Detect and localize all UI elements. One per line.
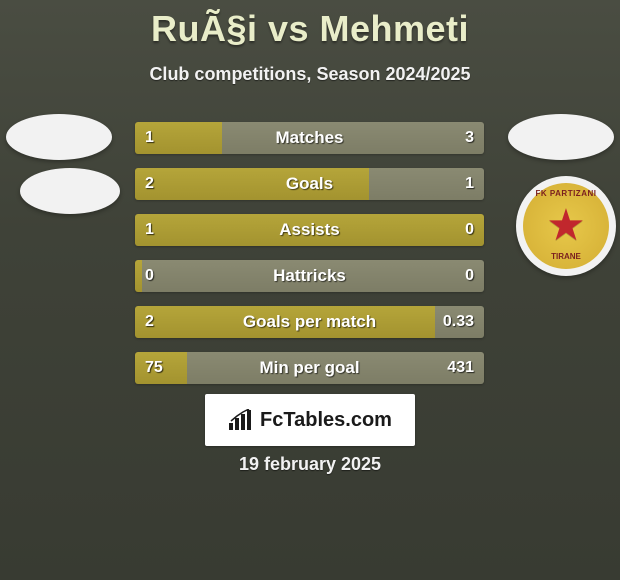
- stat-row: Goals21: [135, 168, 484, 200]
- avatar-player-left: [6, 114, 112, 160]
- bar-value-right: 431: [447, 352, 474, 384]
- bar-fill-right: [187, 352, 484, 384]
- stat-bars: Matches13Goals21Assists10Hattricks00Goal…: [135, 122, 484, 398]
- bar-value-left: 2: [145, 306, 154, 338]
- bar-fill-left: [135, 260, 142, 292]
- bar-value-right: 0: [465, 260, 474, 292]
- bar-value-right: 3: [465, 122, 474, 154]
- bar-fill-left: [135, 214, 484, 246]
- bar-value-left: 2: [145, 168, 154, 200]
- stat-row: Hattricks00: [135, 260, 484, 292]
- bar-value-left: 0: [145, 260, 154, 292]
- stat-row: Matches13: [135, 122, 484, 154]
- avatar-player-right: [508, 114, 614, 160]
- bar-fill-left: [135, 306, 435, 338]
- badge-text-bottom: TIRANE: [551, 252, 581, 261]
- badge-text-top: FK PARTIZANI: [536, 189, 597, 198]
- bar-value-left: 1: [145, 122, 154, 154]
- branding-text: FcTables.com: [260, 409, 392, 432]
- stat-row: Assists10: [135, 214, 484, 246]
- bar-value-right: 0.33: [443, 306, 474, 338]
- badge-player-right: FK PARTIZANI ★ TIRANE: [516, 176, 616, 276]
- club-badge: FK PARTIZANI ★ TIRANE: [523, 183, 609, 269]
- bar-fill-left: [135, 168, 369, 200]
- star-icon: ★: [546, 204, 585, 248]
- stat-row: Goals per match20.33: [135, 306, 484, 338]
- bar-value-right: 0: [465, 214, 474, 246]
- bar-value-right: 1: [465, 168, 474, 200]
- bar-value-left: 1: [145, 214, 154, 246]
- bar-fill-right: [142, 260, 484, 292]
- branding[interactable]: FcTables.com: [205, 394, 415, 446]
- chart-icon: [228, 409, 254, 431]
- page-title: RuÃ§i vs Mehmeti: [0, 0, 620, 50]
- content-wrapper: RuÃ§i vs Mehmeti Club competitions, Seas…: [0, 0, 620, 580]
- badge-player-left: [20, 168, 120, 214]
- bar-fill-right: [222, 122, 484, 154]
- stat-row: Min per goal75431: [135, 352, 484, 384]
- subtitle: Club competitions, Season 2024/2025: [0, 64, 620, 85]
- bar-value-left: 75: [145, 352, 163, 384]
- date-text: 19 february 2025: [0, 454, 620, 475]
